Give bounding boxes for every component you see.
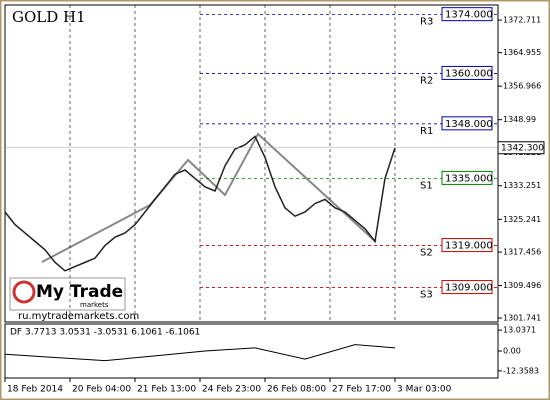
- y-tick-label: 1348.99: [503, 115, 536, 124]
- y-tick-label: 1356.966: [503, 82, 541, 91]
- y-tick-label: 1301.741: [503, 314, 541, 323]
- level-name: S3: [420, 290, 433, 301]
- y-tick-label: 13.0371: [503, 326, 536, 335]
- level-label: 1309.000: [445, 283, 493, 294]
- x-tick-label: 3 Mar 03:00: [397, 385, 452, 395]
- x-tick-label: 21 Feb 13:00: [137, 385, 196, 395]
- y-tick-label: 1317.456: [503, 248, 541, 257]
- level-box: [441, 65, 493, 80]
- logo-url: ru.mytrademarkets.com: [18, 311, 139, 322]
- y-tick-label: -12.3583: [503, 366, 539, 375]
- logo-title: My Trade: [36, 282, 123, 302]
- level-box: [441, 280, 493, 295]
- level-label: 1319.000: [445, 241, 493, 252]
- level-name: S1: [420, 180, 433, 191]
- y-tick-label: 1333.251: [503, 181, 541, 190]
- y-tick-label: 1364.955: [503, 48, 541, 57]
- y-tick-label: 0.00: [503, 347, 521, 356]
- level-label: 1374.000: [445, 10, 493, 21]
- x-tick-label: 27 Feb 17:00: [332, 385, 391, 395]
- level-name: R2: [420, 75, 433, 86]
- level-label: 1335.000: [445, 173, 493, 184]
- level-name: S2: [420, 248, 433, 259]
- price-line: [4, 135, 396, 272]
- logo-icon: [12, 280, 36, 304]
- level-box: [441, 170, 493, 185]
- y-tick-label: 1325.241: [503, 215, 541, 224]
- x-tick-label: 26 Feb 08:00: [267, 385, 326, 395]
- y-tick-label: 1309.496: [503, 281, 541, 290]
- level-label: 1348.000: [445, 119, 493, 130]
- x-tick-label: 24 Feb 23:00: [202, 385, 261, 395]
- current-price-label: 1342.300: [501, 143, 544, 153]
- y-tick-label: 1372.711: [503, 16, 541, 25]
- logo: My Trade markets ru.mytrademarkets.com: [9, 277, 139, 322]
- logo-subtitle: markets: [80, 301, 109, 309]
- trend-lines: [41, 132, 377, 263]
- price-line: [4, 344, 396, 362]
- level-name: R1: [420, 126, 433, 137]
- x-tick-label: 20 Feb 04:00: [72, 385, 131, 395]
- indicator-title: DF 3.7713 3.0531 -3.0531 6.1061 -6.1061: [10, 328, 200, 338]
- level-box: [441, 7, 493, 22]
- level-name: R3: [420, 17, 433, 28]
- level-box: [441, 238, 493, 253]
- chart-title: GOLD H1: [12, 8, 86, 26]
- current-price-box: [497, 141, 545, 155]
- level-box: [441, 116, 493, 131]
- level-label: 1360.000: [445, 68, 493, 79]
- x-tick-label: 18 Feb 2014: [7, 385, 63, 395]
